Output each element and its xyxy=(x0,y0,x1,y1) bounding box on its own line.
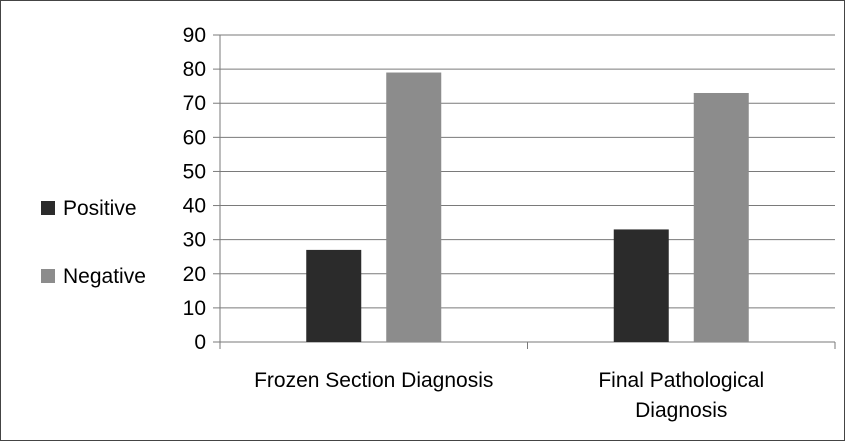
y-tick-label: 80 xyxy=(183,58,206,81)
bar-positive xyxy=(613,229,669,342)
legend-swatch-positive xyxy=(41,201,55,215)
legend-swatch-negative xyxy=(41,269,55,283)
legend-label-negative: Negative xyxy=(63,265,146,288)
y-tick-label: 30 xyxy=(183,229,206,252)
y-tick-label: 0 xyxy=(194,331,206,354)
bar-negative xyxy=(386,72,442,343)
y-tick-label: 50 xyxy=(183,160,206,183)
y-tick-label: 90 xyxy=(183,24,206,47)
x-category-label: Diagnosis xyxy=(635,399,727,422)
x-category-label: Frozen Section Diagnosis xyxy=(254,369,493,392)
y-tick-label: 20 xyxy=(183,263,206,286)
y-tick-label: 70 xyxy=(183,92,206,115)
bar-negative xyxy=(693,92,749,342)
legend-label-positive: Positive xyxy=(63,197,137,220)
x-category-label: Final Pathological xyxy=(598,369,764,392)
y-tick-label: 60 xyxy=(183,126,206,149)
y-tick-label: 10 xyxy=(183,297,206,320)
y-tick-label: 40 xyxy=(183,195,206,218)
bar-positive xyxy=(306,249,362,342)
